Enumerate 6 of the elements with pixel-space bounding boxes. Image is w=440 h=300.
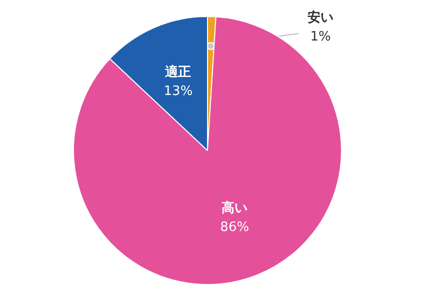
data-label: 1% [310, 30, 331, 44]
slice-label: 適正 [164, 64, 192, 80]
data-label: 13% [164, 84, 193, 99]
slice-label: 高い [222, 200, 248, 216]
data-label: 86% [220, 220, 250, 236]
slice-label: 安い [308, 10, 334, 26]
